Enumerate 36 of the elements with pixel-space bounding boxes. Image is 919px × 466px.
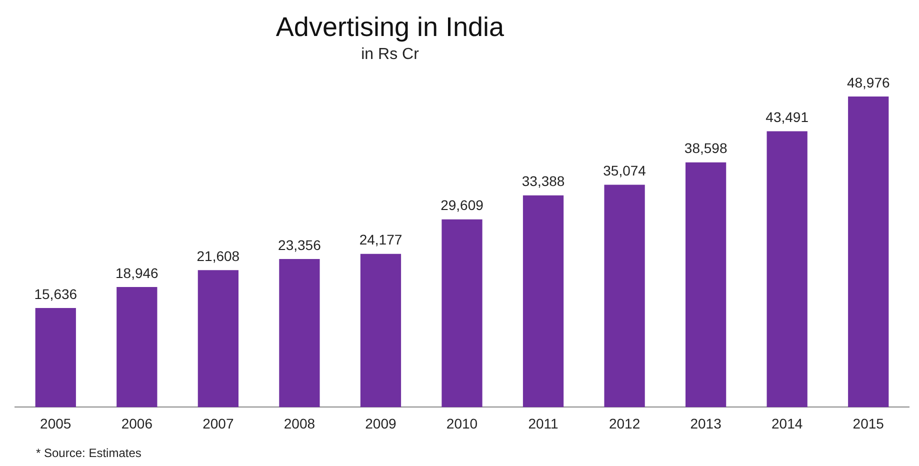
data-label: 15,636 — [34, 286, 78, 302]
data-label: 35,074 — [603, 162, 646, 179]
data-label: 24,177 — [359, 232, 402, 248]
data-label: 29,609 — [440, 197, 484, 214]
data-label: 43,491 — [766, 109, 809, 126]
x-tick-label: 2015 — [852, 415, 884, 432]
bar — [604, 184, 645, 408]
bar — [442, 219, 482, 408]
x-tick-label: 2007 — [202, 415, 234, 432]
x-tick-label: 2012 — [608, 415, 640, 432]
x-tick-label: 2014 — [772, 415, 803, 432]
data-label: 48,976 — [846, 74, 890, 90]
bar — [766, 131, 808, 408]
data-label: 38,598 — [684, 140, 728, 156]
text: * Source: Estimates — [36, 446, 142, 460]
x-tick-label: 2010 — [446, 415, 478, 432]
bar — [35, 308, 76, 408]
data-label: 21,608 — [196, 248, 240, 264]
data-label: 33,388 — [522, 173, 565, 190]
x-tick-label: 2009 — [365, 415, 397, 432]
bar — [360, 254, 402, 408]
bar — [522, 195, 564, 408]
bar — [686, 162, 726, 408]
chart-title: Advertising in India — [274, 12, 506, 43]
x-tick-label: 2008 — [284, 415, 316, 432]
x-tick-label: 2006 — [121, 415, 153, 432]
bar — [279, 259, 320, 408]
bar — [198, 270, 238, 408]
bar — [848, 96, 889, 408]
x-tick-label: 2013 — [690, 415, 722, 432]
data-label: 23,356 — [278, 236, 322, 253]
data-label: 18,946 — [115, 264, 159, 281]
bar — [116, 287, 158, 408]
x-tick-label: 2011 — [528, 415, 559, 432]
chart-subtitle: in Rs Cr — [360, 46, 420, 64]
x-tick-label: 2005 — [40, 415, 72, 432]
